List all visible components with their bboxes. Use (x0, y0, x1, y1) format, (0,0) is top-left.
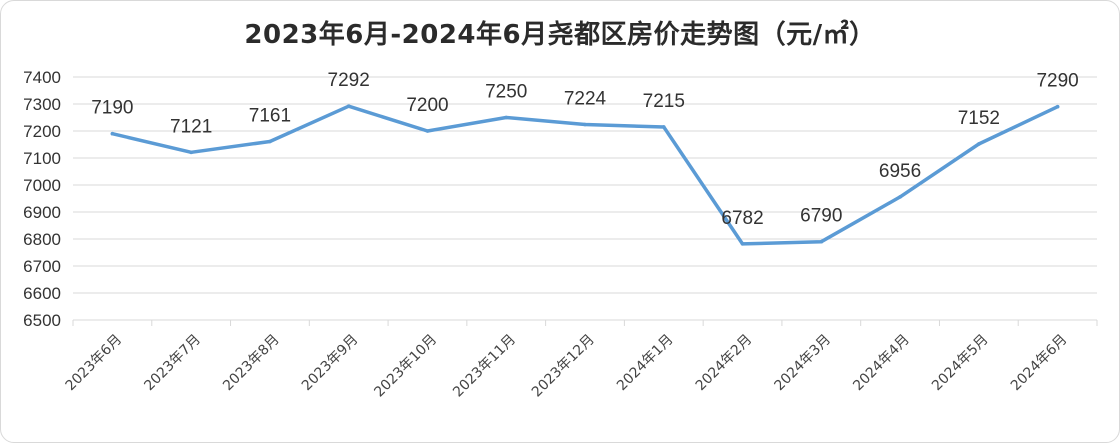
data-point (740, 242, 745, 246)
data-point (189, 150, 193, 155)
data-point (661, 125, 666, 129)
y-tick-label: 7000 (23, 176, 61, 195)
data-label: 6956 (879, 161, 921, 182)
y-tick-label: 6900 (23, 203, 61, 222)
x-tick-label: 2024年1月 (614, 332, 677, 395)
data-point (110, 131, 115, 136)
x-tick-label: 2024年5月 (929, 332, 992, 395)
data-point (898, 195, 902, 199)
x-tick-label: 2024年2月 (693, 332, 756, 395)
data-point (977, 142, 981, 146)
x-tick-label: 2023年7月 (141, 332, 204, 395)
data-point (268, 139, 272, 144)
x-tick-label: 2023年11月 (450, 332, 519, 401)
data-label: 6782 (721, 208, 763, 229)
y-tick-label: 7200 (23, 122, 61, 141)
x-tick-label: 2023年9月 (299, 332, 362, 395)
y-tick-label: 6700 (23, 257, 61, 276)
data-label: 7161 (249, 106, 291, 127)
data-point (583, 122, 587, 127)
data-label: 7200 (406, 95, 448, 116)
data-point (819, 239, 824, 244)
y-tick-label: 7300 (23, 95, 61, 114)
data-label: 7121 (170, 116, 212, 137)
data-label: 7215 (643, 91, 685, 112)
x-tick-label: 2024年4月 (850, 332, 913, 395)
x-tick-label: 2023年6月 (63, 332, 126, 395)
data-point (425, 129, 430, 133)
y-tick-label: 6500 (23, 311, 61, 330)
x-tick-label: 2023年12月 (529, 332, 598, 401)
data-label: 7152 (958, 108, 1000, 129)
y-tick-label: 6600 (23, 284, 61, 303)
chart-title: 2023年6月-2024年6月尧都区房价走势图（元/㎡） (244, 20, 876, 50)
y-tick-label: 7100 (23, 149, 61, 168)
data-label: 7224 (564, 89, 607, 110)
x-tick-label: 2024年3月 (772, 332, 835, 395)
y-tick-label: 7400 (23, 68, 61, 87)
x-tick-label: 2023年8月 (220, 332, 283, 395)
data-point (1055, 104, 1060, 109)
data-label: 7250 (485, 82, 527, 103)
data-point (346, 104, 351, 108)
data-label: 7292 (328, 70, 370, 91)
data-label: 7190 (91, 98, 133, 119)
data-label: 6790 (800, 206, 842, 227)
y-tick-label: 6800 (23, 230, 61, 249)
x-tick-label: 2023年10月 (371, 332, 440, 401)
data-point (504, 115, 509, 120)
data-label: 7290 (1036, 71, 1078, 92)
x-tick-label: 2024年6月 (1008, 332, 1071, 395)
